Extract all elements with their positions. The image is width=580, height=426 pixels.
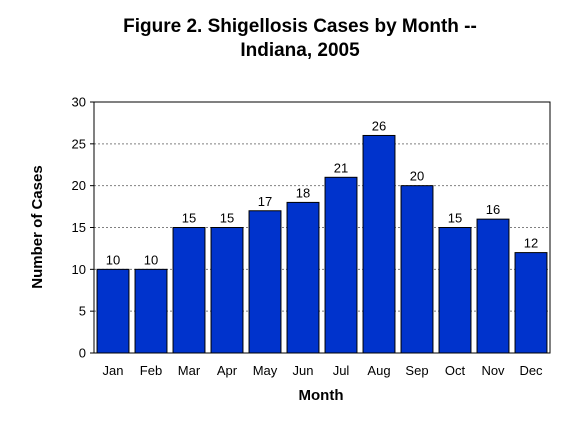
x-tick-label-sep: Sep bbox=[405, 363, 428, 378]
data-label-aug: 26 bbox=[372, 118, 386, 133]
x-tick-label-oct: Oct bbox=[445, 363, 466, 378]
y-axis-ticks: 0 5 10 15 20 25 30 bbox=[72, 95, 94, 361]
y-tick-label: 20 bbox=[72, 178, 86, 193]
data-label-feb: 10 bbox=[144, 252, 158, 267]
data-label-jul: 21 bbox=[334, 160, 348, 175]
bar-aug bbox=[362, 134, 396, 354]
bar-apr bbox=[210, 227, 244, 354]
data-label-jan: 10 bbox=[106, 252, 120, 267]
data-label-mar: 15 bbox=[182, 211, 196, 226]
chart-title-line-1: Figure 2. Shigellosis Cases by Month -- bbox=[123, 16, 477, 37]
bar-jul bbox=[324, 176, 358, 354]
data-label-may: 17 bbox=[258, 194, 272, 209]
bar-jun bbox=[286, 201, 320, 354]
data-label-apr: 15 bbox=[220, 211, 234, 226]
x-tick-label-apr: Apr bbox=[217, 363, 238, 378]
x-tick-label-aug: Aug bbox=[367, 363, 390, 378]
x-tick-label-may: May bbox=[253, 363, 278, 378]
x-axis-label: Month bbox=[299, 387, 344, 404]
x-tick-label-dec: Dec bbox=[519, 363, 543, 378]
y-tick-label: 25 bbox=[72, 136, 86, 151]
bar-dec bbox=[514, 252, 548, 354]
y-tick-label: 30 bbox=[72, 95, 86, 110]
x-tick-label-jan: Jan bbox=[103, 363, 124, 378]
x-tick-label-jul: Jul bbox=[333, 363, 350, 378]
y-axis-label: Number of Cases bbox=[29, 165, 46, 288]
chart-title-line-2: Indiana, 2005 bbox=[240, 40, 360, 61]
y-tick-label: 5 bbox=[79, 304, 86, 319]
data-label-oct: 15 bbox=[448, 211, 462, 226]
y-tick-label: 10 bbox=[72, 262, 86, 277]
bar-may bbox=[248, 210, 282, 354]
data-label-sep: 20 bbox=[410, 169, 424, 184]
x-axis-ticks: Jan Feb Mar Apr May Jun Jul Aug Sep Oct Nov Dec bbox=[103, 363, 544, 378]
x-tick-label-nov: Nov bbox=[481, 363, 505, 378]
y-tick-label: 0 bbox=[79, 346, 86, 361]
bar-feb bbox=[134, 268, 168, 354]
plot-area-frame bbox=[93, 101, 551, 354]
bar-sep bbox=[400, 185, 434, 354]
data-label-dec: 12 bbox=[524, 236, 538, 251]
x-tick-label-mar: Mar bbox=[178, 363, 201, 378]
x-tick-label-jun: Jun bbox=[293, 363, 314, 378]
bars bbox=[96, 134, 548, 354]
y-tick-label: 15 bbox=[72, 220, 86, 235]
bar-nov bbox=[476, 218, 510, 354]
gridlines bbox=[94, 143, 550, 312]
data-label-jun: 18 bbox=[296, 185, 310, 200]
x-tick-label-feb: Feb bbox=[140, 363, 162, 378]
bar-jan bbox=[96, 268, 130, 354]
data-label-nov: 16 bbox=[486, 202, 500, 217]
data-labels: 10 10 15 15 17 18 21 26 20 15 16 12 bbox=[106, 118, 538, 267]
bar-mar bbox=[172, 227, 206, 354]
bar-oct bbox=[438, 227, 472, 354]
